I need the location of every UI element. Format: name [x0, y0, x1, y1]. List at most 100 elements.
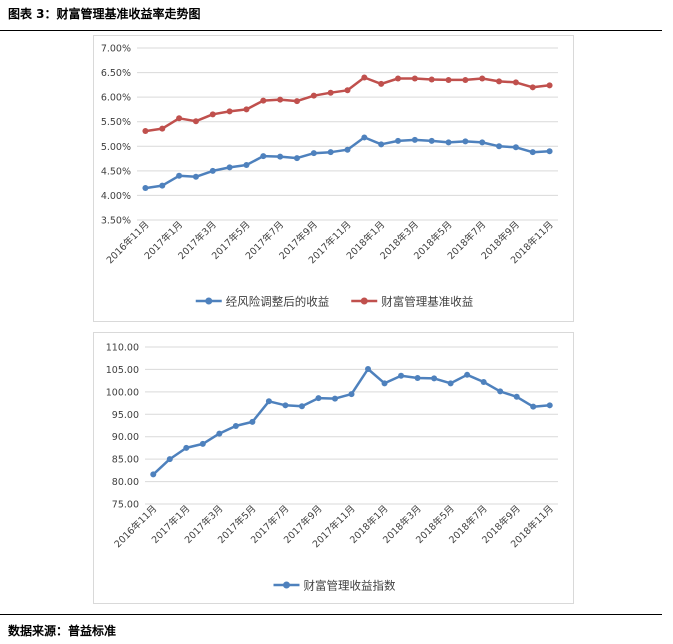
data-point [480, 378, 487, 385]
data-point [209, 111, 216, 118]
data-point [344, 87, 351, 94]
data-point [462, 76, 469, 83]
data-point [232, 422, 239, 429]
data-point [378, 141, 385, 148]
y-tick-label: 5.50% [101, 117, 131, 128]
data-point [479, 139, 486, 146]
yield-chart: 7.00% 6.50% 6.00% 5.50% 5.00% 4.50% 4.00% 3.50%… [101, 44, 558, 309]
data-point [282, 402, 289, 409]
data-point [166, 456, 173, 463]
y-tick-label: 80.00 [112, 477, 139, 488]
y-tick-label: 7.00% [101, 44, 131, 55]
y-tick-label: 4.00% [101, 191, 131, 202]
data-point [209, 167, 216, 174]
data-point [260, 97, 267, 104]
data-point [265, 398, 272, 405]
y-tick-label: 6.00% [101, 93, 131, 104]
y-tick-label: 3.50% [101, 216, 131, 227]
y-tick-label: 75.00 [112, 500, 139, 511]
data-point [315, 395, 322, 402]
data-point [192, 118, 199, 125]
data-point [447, 380, 454, 387]
source-note: 数据来源：普益标准 [8, 624, 117, 638]
data-point [529, 84, 536, 91]
data-point [445, 76, 452, 83]
data-point [327, 89, 334, 96]
y-tick-label: 90.00 [112, 432, 139, 443]
data-point [260, 153, 267, 160]
data-point [395, 137, 402, 144]
top-rule [0, 30, 662, 31]
legend-marker [360, 297, 368, 305]
data-point [142, 128, 149, 135]
data-point [310, 92, 317, 99]
data-point [293, 155, 300, 162]
y-tick-label: 105.00 [106, 365, 139, 376]
data-point [199, 440, 206, 447]
y-tick-label: 100.00 [106, 387, 139, 398]
data-point [243, 106, 250, 113]
data-point [365, 365, 372, 372]
data-point [529, 149, 536, 156]
legend-label: 经风险调整后的收益 [226, 295, 330, 309]
data-point [192, 173, 199, 180]
data-point [159, 182, 166, 189]
data-point [348, 391, 355, 398]
data-point [159, 125, 166, 132]
data-point [445, 139, 452, 146]
data-point [462, 138, 469, 145]
data-point [497, 388, 504, 395]
series-line [152, 367, 550, 476]
data-point [479, 75, 486, 82]
index-chart-panel: 110.00 105.00 100.00 95.00 90.00 85.00 80.00 75… [93, 332, 574, 604]
y-tick-label: 4.50% [101, 166, 131, 177]
y-tick-label: 110.00 [106, 343, 139, 354]
data-point [496, 78, 503, 85]
y-tick-label: 95.00 [112, 410, 139, 421]
data-point [277, 96, 284, 103]
data-point [512, 144, 519, 151]
data-point [464, 371, 471, 378]
data-point [530, 403, 537, 410]
figure-title: 图表 3：财富管理基准收益率走势图 [8, 7, 201, 21]
data-point [142, 185, 149, 192]
index-chart: 110.00 105.00 100.00 95.00 90.00 85.00 80.00 75… [106, 343, 558, 593]
data-point [546, 82, 553, 89]
data-point [361, 74, 368, 81]
data-point [381, 380, 388, 387]
data-point [398, 372, 405, 379]
data-point [216, 430, 223, 437]
data-point [226, 108, 233, 115]
y-tick-label: 5.00% [101, 142, 131, 153]
data-point [327, 149, 334, 156]
data-point [176, 172, 183, 179]
legend-label: 财富管理基准收益 [381, 295, 473, 309]
yield-chart-panel: 7.00% 6.50% 6.00% 5.50% 5.00% 4.50% 4.00% 3.50%… [93, 35, 574, 322]
y-tick-label: 85.00 [112, 455, 139, 466]
series-line [145, 76, 550, 133]
data-point [546, 148, 553, 155]
legend-marker [205, 297, 213, 305]
data-point [298, 403, 305, 410]
data-point [249, 418, 256, 425]
data-point [277, 153, 284, 160]
data-point [546, 402, 553, 409]
data-point [411, 136, 418, 143]
data-point [378, 80, 385, 87]
legend-label: 财富管理收益指数 [304, 579, 396, 593]
data-point [183, 444, 190, 451]
data-point [512, 79, 519, 86]
data-point [243, 161, 250, 168]
bottom-rule [0, 614, 662, 615]
data-point [226, 164, 233, 171]
data-point [344, 146, 351, 153]
legend-marker [283, 581, 290, 589]
data-point [310, 150, 317, 157]
data-point [496, 143, 503, 150]
data-point [513, 393, 520, 400]
data-point [150, 471, 157, 478]
data-point [414, 374, 421, 381]
data-point [411, 75, 418, 82]
data-point [293, 98, 300, 105]
data-point [361, 134, 368, 141]
